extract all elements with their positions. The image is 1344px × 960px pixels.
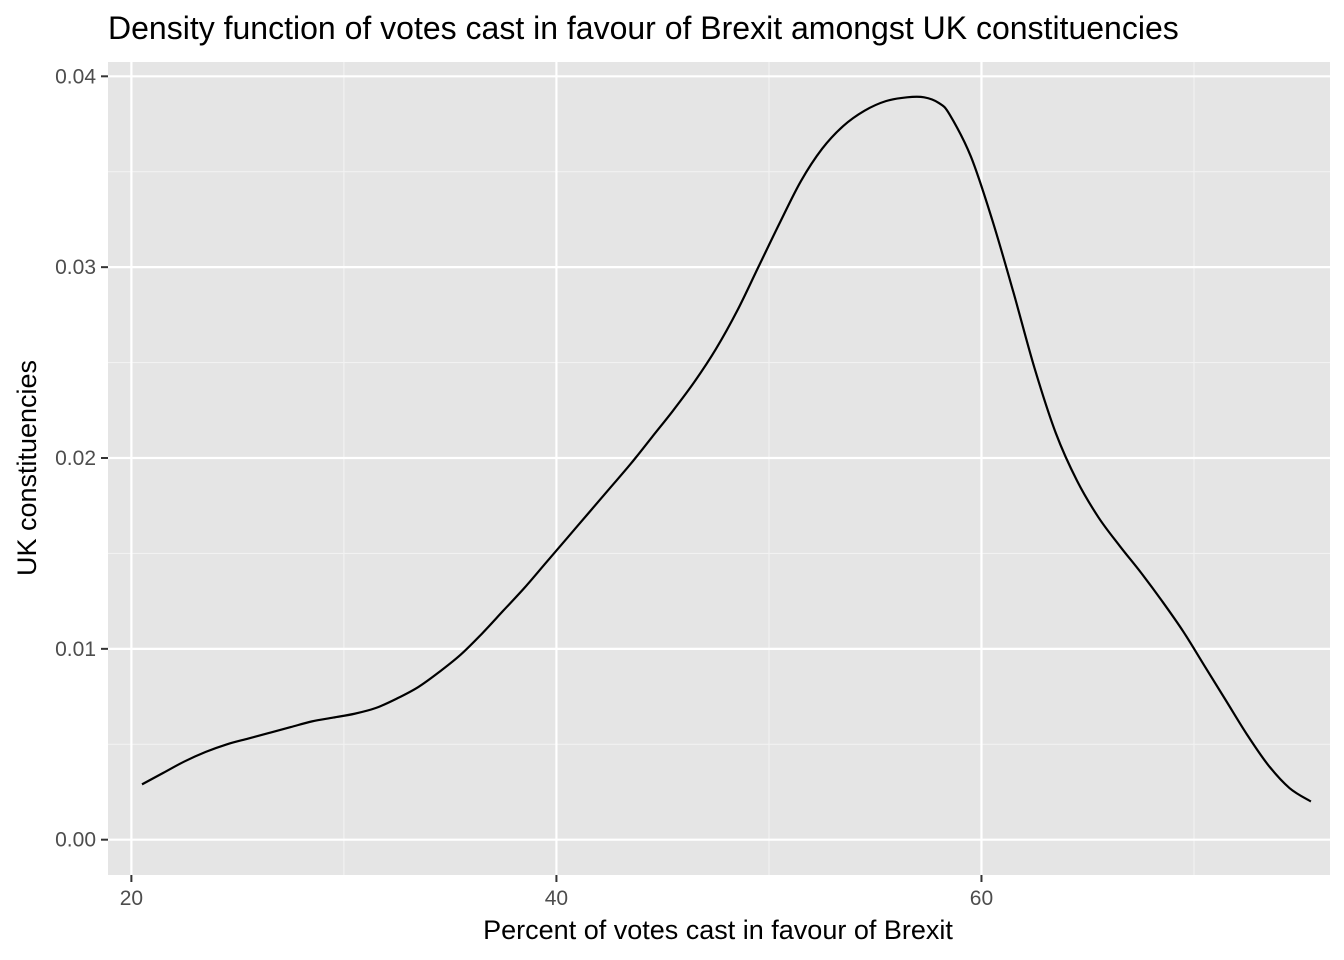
density-curve xyxy=(141,95,1312,803)
y-axis-title: UK constituencies xyxy=(12,360,42,576)
plot-panel xyxy=(108,62,1330,875)
x-axis-ticks: 20 40 60 xyxy=(120,875,993,910)
x-tick-label: 60 xyxy=(970,887,993,910)
y-axis-ticks: 0.00 0.01 0.02 0.03 0.04 xyxy=(55,65,108,852)
y-tick-label: 0.00 xyxy=(55,829,96,852)
y-tick-label: 0.04 xyxy=(55,65,96,88)
y-tick-label: 0.03 xyxy=(55,256,96,279)
x-axis-title: Percent of votes cast in favour of Brexi… xyxy=(483,915,953,945)
minor-grid xyxy=(108,62,1330,875)
y-tick-label: 0.01 xyxy=(55,638,96,661)
chart-title: Density function of votes cast in favour… xyxy=(108,10,1179,46)
y-tick-label: 0.02 xyxy=(55,447,96,470)
x-tick-label: 20 xyxy=(120,887,143,910)
major-grid xyxy=(108,62,1330,875)
x-tick-label: 40 xyxy=(545,887,568,910)
